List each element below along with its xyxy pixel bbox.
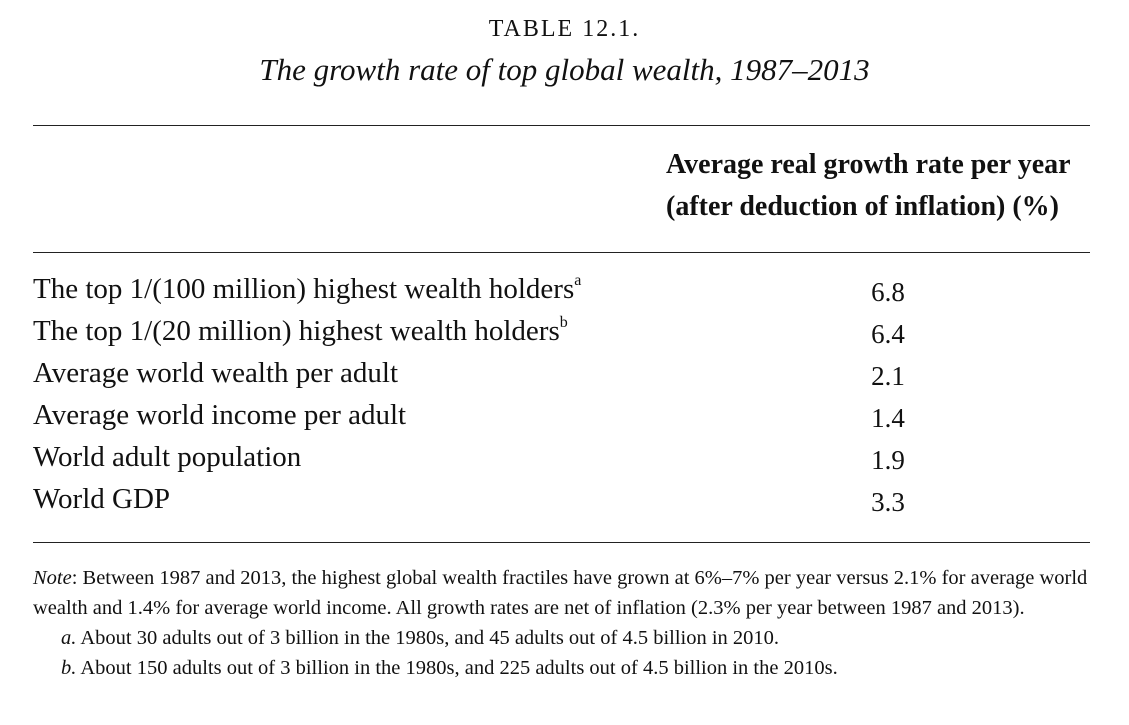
footnote-b: b. About 150 adults out of 3 billion in … <box>33 653 1093 683</box>
table-row: The top 1/(20 million) highest wealth ho… <box>33 310 1090 352</box>
row-label: The top 1/(100 million) highest wealth h… <box>33 272 582 306</box>
footnote-mark: b. <box>61 657 77 679</box>
row-value: 2.1 <box>871 361 905 391</box>
table-row: The top 1/(100 million) highest wealth h… <box>33 268 1090 310</box>
top-rule <box>33 125 1090 126</box>
table-title: The growth rate of top global wealth, 19… <box>259 52 870 87</box>
footnote-text: About 150 adults out of 3 billion in the… <box>76 657 838 679</box>
table-body: The top 1/(100 million) highest wealth h… <box>33 268 1090 520</box>
row-value: 6.8 <box>871 277 905 307</box>
row-label: Average world wealth per adult <box>33 357 399 389</box>
table-number: TABLE 12.1. <box>488 16 641 42</box>
note-paragraph: Note: Between 1987 and 2013, the highest… <box>33 563 1093 623</box>
footnote-mark: b <box>559 314 568 331</box>
note-text: : Between 1987 and 2013, the highest glo… <box>33 567 1088 619</box>
table-row: Average world wealth per adult 2.1 <box>33 352 1090 394</box>
bottom-rule <box>33 542 1090 543</box>
note-lead: Note <box>33 567 72 589</box>
column-header: Average real growth rate per year (after… <box>666 144 1096 228</box>
row-value: 1.4 <box>871 403 905 433</box>
footnote-mark: a. <box>61 627 77 649</box>
row-label: World adult population <box>33 441 302 473</box>
table-note: Note: Between 1987 and 2013, the highest… <box>33 563 1093 683</box>
row-value: 3.3 <box>871 487 905 517</box>
table-row: World GDP 3.3 <box>33 478 1090 520</box>
row-label: World GDP <box>33 483 171 515</box>
table-row: World adult population 1.9 <box>33 436 1090 478</box>
footnote-text: About 30 adults out of 3 billion in the … <box>76 627 780 649</box>
row-label: Average world income per adult <box>33 399 407 431</box>
row-value: 1.9 <box>871 445 905 475</box>
footnote-a: a. About 30 adults out of 3 billion in t… <box>33 623 1093 653</box>
column-header-line-2: (after deduction of inflation) (%) <box>666 191 1059 222</box>
row-value: 6.4 <box>871 319 905 349</box>
footnote-mark: a <box>574 272 582 289</box>
row-label: The top 1/(20 million) highest wealth ho… <box>33 314 568 348</box>
column-header-line-1: Average real growth rate per year <box>666 149 1071 180</box>
table-row: Average world income per adult 1.4 <box>33 394 1090 436</box>
header-rule <box>33 252 1090 253</box>
